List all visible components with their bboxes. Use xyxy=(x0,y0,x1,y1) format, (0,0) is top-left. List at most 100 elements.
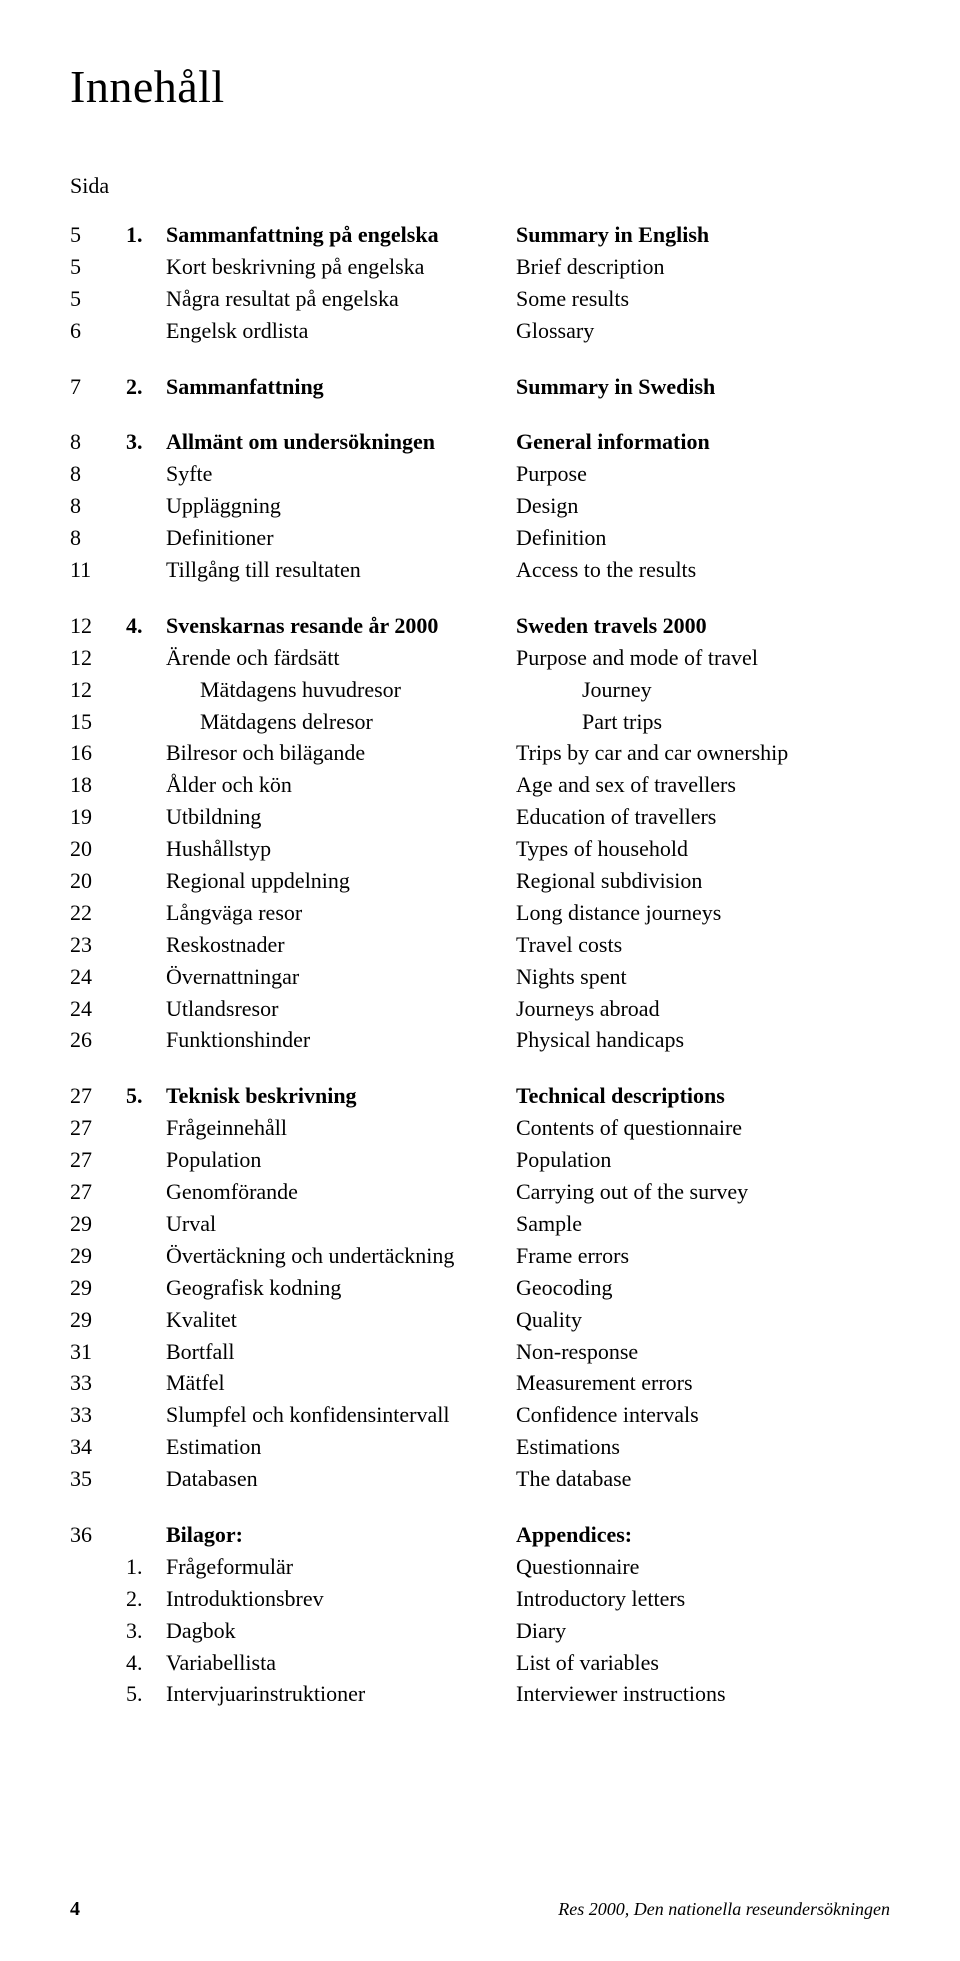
toc-num-cell xyxy=(126,706,166,738)
toc-english-cell: Questionnaire xyxy=(516,1551,890,1583)
toc-row: 36Bilagor:Appendices: xyxy=(70,1519,890,1551)
toc-english-cell: Regional subdivision xyxy=(516,865,890,897)
toc-row: 20HushållstypTypes of household xyxy=(70,833,890,865)
toc-row: 35DatabasenThe database xyxy=(70,1463,890,1495)
toc-swedish-cell: Geografisk kodning xyxy=(166,1272,516,1304)
toc-page-cell: 12 xyxy=(70,674,126,706)
toc-page-cell xyxy=(70,1647,126,1679)
toc-row: 16Bilresor och bilägandeTrips by car and… xyxy=(70,737,890,769)
toc-english-cell: Education of travellers xyxy=(516,801,890,833)
toc-page-cell: 8 xyxy=(70,426,126,458)
toc-english-cell: The database xyxy=(516,1463,890,1495)
toc-swedish-cell: Urval xyxy=(166,1208,516,1240)
toc-page-cell: 19 xyxy=(70,801,126,833)
toc-english-cell: Some results xyxy=(516,283,890,315)
toc-english-cell: Carrying out of the survey xyxy=(516,1176,890,1208)
toc-swedish-cell: Frågeinnehåll xyxy=(166,1112,516,1144)
toc-num-cell xyxy=(126,490,166,522)
toc-english-cell: Purpose xyxy=(516,458,890,490)
toc-swedish-cell: Utlandsresor xyxy=(166,993,516,1025)
page-footer: 4 Res 2000, Den nationella reseundersökn… xyxy=(70,1898,890,1921)
toc-num-cell: 1. xyxy=(126,219,166,251)
toc-row: 275.Teknisk beskrivningTechnical descrip… xyxy=(70,1080,890,1112)
toc-swedish-cell: Ålder och kön xyxy=(166,769,516,801)
toc-english-cell: Technical descriptions xyxy=(516,1080,890,1112)
toc-num-cell: 3. xyxy=(126,426,166,458)
toc-swedish-cell: Teknisk beskrivning xyxy=(166,1080,516,1112)
toc-page-cell: 5 xyxy=(70,283,126,315)
section-gap xyxy=(70,1056,890,1080)
toc-row: 29Övertäckning och undertäckningFrame er… xyxy=(70,1240,890,1272)
toc-english-cell: Nights spent xyxy=(516,961,890,993)
toc-english-cell: Geocoding xyxy=(516,1272,890,1304)
toc-num-cell xyxy=(126,1431,166,1463)
page-document: Innehåll Sida 51.Sammanfattning på engel… xyxy=(0,0,960,1961)
toc-english-cell: Travel costs xyxy=(516,929,890,961)
toc-row: 124.Svenskarnas resande år 2000Sweden tr… xyxy=(70,610,890,642)
toc-swedish-cell: Introduktionsbrev xyxy=(166,1583,516,1615)
toc-num-cell xyxy=(126,315,166,347)
toc-swedish-cell: Engelsk ordlista xyxy=(166,315,516,347)
toc-swedish-cell: Allmänt om undersökningen xyxy=(166,426,516,458)
toc-page-cell: 16 xyxy=(70,737,126,769)
toc-english-cell: Summary in Swedish xyxy=(516,371,890,403)
toc-row: 27PopulationPopulation xyxy=(70,1144,890,1176)
toc-row: 31BortfallNon-response xyxy=(70,1336,890,1368)
toc-num-cell xyxy=(126,833,166,865)
toc-row: 33Slumpfel och konfidensintervallConfide… xyxy=(70,1399,890,1431)
toc-swedish-cell: Funktionshinder xyxy=(166,1024,516,1056)
toc-swedish-cell: Kvalitet xyxy=(166,1304,516,1336)
toc-row: 5 Några resultat på engelskaSome results xyxy=(70,283,890,315)
toc-swedish-cell: Genomförande xyxy=(166,1176,516,1208)
toc-row: 27FrågeinnehållContents of questionnaire xyxy=(70,1112,890,1144)
toc-swedish-cell: Några resultat på engelska xyxy=(166,283,516,315)
toc-page-cell: 12 xyxy=(70,642,126,674)
section-gap xyxy=(70,586,890,610)
toc-page-cell: 15 xyxy=(70,706,126,738)
toc-swedish-cell: Slumpfel och konfidensintervall xyxy=(166,1399,516,1431)
toc-row: 51.Sammanfattning på engelskaSummary in … xyxy=(70,219,890,251)
toc-row: 29KvalitetQuality xyxy=(70,1304,890,1336)
toc-num-cell xyxy=(126,1176,166,1208)
toc-page-cell xyxy=(70,1551,126,1583)
footer-text: Res 2000, Den nationella reseundersöknin… xyxy=(558,1899,890,1920)
toc-num-cell xyxy=(126,1144,166,1176)
toc-row: 5.IntervjuarinstruktionerInterviewer ins… xyxy=(70,1678,890,1710)
toc-page-cell: 22 xyxy=(70,897,126,929)
toc-english-cell: Confidence intervals xyxy=(516,1399,890,1431)
toc-page-cell: 8 xyxy=(70,458,126,490)
toc-num-cell xyxy=(126,1272,166,1304)
toc-swedish-cell: Population xyxy=(166,1144,516,1176)
toc-num-cell xyxy=(126,1208,166,1240)
toc-swedish-cell: Dagbok xyxy=(166,1615,516,1647)
toc-num-cell xyxy=(126,769,166,801)
toc-num-cell xyxy=(126,1304,166,1336)
page-title: Innehåll xyxy=(70,60,890,113)
toc-page-cell: 24 xyxy=(70,993,126,1025)
toc-num-cell xyxy=(126,458,166,490)
toc-english-cell: List of variables xyxy=(516,1647,890,1679)
toc-page-cell: 29 xyxy=(70,1272,126,1304)
toc-page-cell: 20 xyxy=(70,865,126,897)
toc-swedish-cell: Kort beskrivning på engelska xyxy=(166,251,516,283)
toc-page-cell: 8 xyxy=(70,490,126,522)
section-gap xyxy=(70,347,890,371)
toc-num-cell xyxy=(126,674,166,706)
toc-num-cell xyxy=(126,251,166,283)
toc-page-cell: 31 xyxy=(70,1336,126,1368)
toc-num-cell xyxy=(126,1112,166,1144)
toc-page-cell: 34 xyxy=(70,1431,126,1463)
sida-label: Sida xyxy=(70,173,890,199)
toc-english-cell: Estimations xyxy=(516,1431,890,1463)
toc-num-cell: 2. xyxy=(126,371,166,403)
toc-row: 19UtbildningEducation of travellers xyxy=(70,801,890,833)
toc-row: 72.SammanfattningSummary in Swedish xyxy=(70,371,890,403)
section-gap xyxy=(70,1495,890,1519)
toc-num-cell xyxy=(126,1463,166,1495)
toc-num-cell: 4. xyxy=(126,1647,166,1679)
toc-num-cell xyxy=(126,993,166,1025)
toc-english-cell: Brief description xyxy=(516,251,890,283)
toc-page-cell: 36 xyxy=(70,1519,126,1551)
toc-english-cell: Journeys abroad xyxy=(516,993,890,1025)
toc-english-cell: Purpose and mode of travel xyxy=(516,642,890,674)
